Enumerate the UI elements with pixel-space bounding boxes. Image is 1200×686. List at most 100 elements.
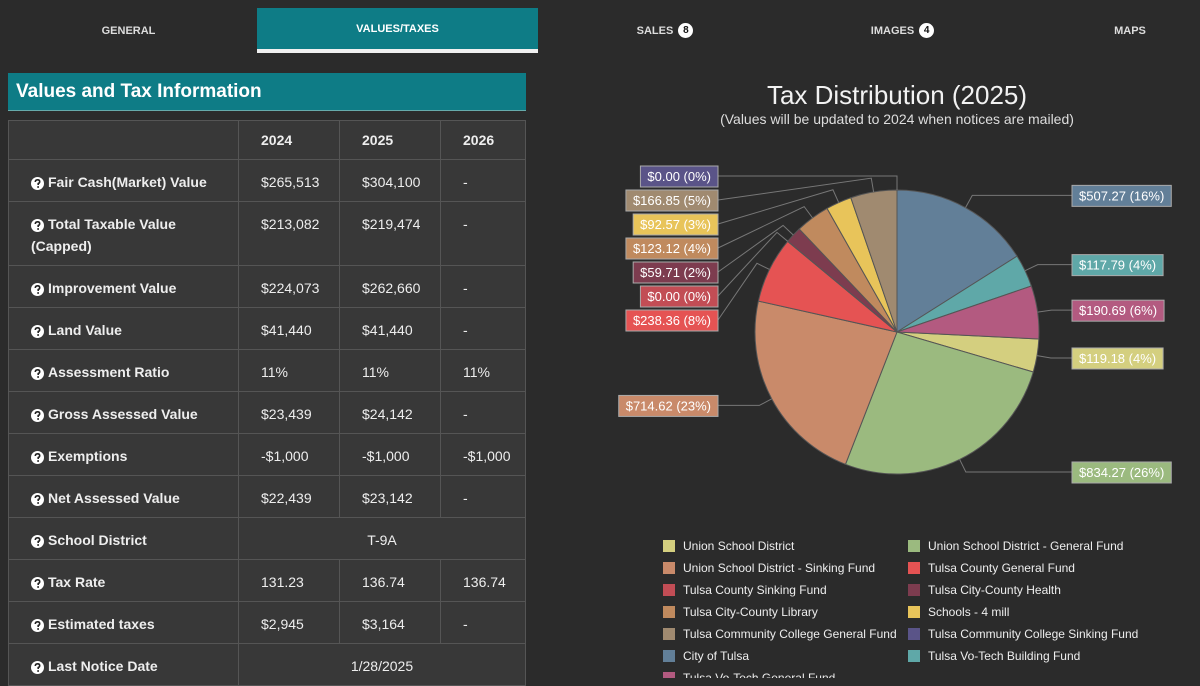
data-label-text: $238.36 (8%) [633,313,711,328]
row-label: Net Assessed Value [48,490,180,506]
row-label: Total Taxable Value (Capped) [31,216,176,254]
table-cell: $22,439 [238,475,340,518]
tab-label: GENERAL [101,24,156,37]
data-label-box [1071,299,1165,322]
data-label: $92.57 (3%) [632,213,719,236]
legend-label: Tulsa City-County Health [928,583,1061,597]
table-cell: 11% [339,349,441,392]
table-row: Last Notice Date 1/28/2025 [8,643,526,686]
row-label: Fair Cash(Market) Value [48,174,207,190]
table-cell: 11% [238,349,340,392]
tab[interactable]: GENERAL [0,8,257,53]
legend-label: Union School District - Sinking Fund [683,561,875,575]
data-label-text: $123.12 (4%) [633,241,711,256]
panel-title: Values and Tax Information [8,73,526,111]
table-cell: $41,440 [339,307,441,350]
legend-swatch [663,584,675,596]
tab[interactable]: IMAGES 4 [780,8,1025,53]
row-label-cell: Total Taxable Value (Capped) [8,201,239,266]
help-icon[interactable] [31,493,44,506]
table-cell: $304,100 [339,159,441,202]
help-icon[interactable] [31,535,44,548]
table-cell: $23,439 [238,391,340,434]
data-label-box [632,261,719,284]
data-label: $714.62 (23%) [618,394,719,417]
legend-swatch [663,540,675,552]
table-cell: $213,082 [238,201,340,266]
table-cell: - [440,201,526,266]
legend-label: Tulsa Community College General Fund [683,627,897,641]
values-panel: Values and Tax Information 2024 2025 2026 F… [8,73,526,686]
tab[interactable]: SALES 8 [540,8,790,53]
legend-label: Tulsa Vo-Tech Building Fund [928,649,1080,663]
help-icon[interactable] [31,619,44,632]
table-cell: - [440,391,526,434]
label-connector [717,205,813,249]
row-label-cell: Improvement Value [8,265,239,308]
label-connector [1024,264,1072,272]
legend-label: Union School District [683,539,795,553]
table-row: Tax Rate 131.23 136.74 136.74 [8,559,526,602]
label-connector [1036,355,1072,359]
row-label-cell: Fair Cash(Market) Value [8,159,239,202]
row-label: Tax Rate [48,574,106,590]
help-icon[interactable] [31,661,44,674]
tab-bar: GENERAL VALUES/TAXES SALES 8 IMAGES 4 MAPS [0,0,1200,56]
table-row: Estimated taxes $2,945 $3,164- [8,601,526,644]
table-cell: -$1,000 [339,433,441,476]
table-cell: 1/28/2025 [238,643,526,686]
help-icon[interactable] [31,409,44,422]
tab-label: IMAGES [870,24,915,37]
row-label-cell: Tax Rate [8,559,239,602]
row-label: Last Notice Date [48,658,158,674]
data-label-box [1071,184,1172,207]
row-label-cell: Estimated taxes [8,601,239,644]
label-connector [1037,309,1072,313]
header-cell [8,120,239,160]
table-cell: $2,945 [238,601,340,644]
tab-label: SALES [636,24,674,37]
help-icon[interactable] [31,325,44,338]
pie-slice [896,189,1018,333]
data-label-text: $0.00 (0%) [647,289,711,304]
data-label-text: $834.27 (26%) [1079,465,1164,480]
help-icon[interactable] [31,577,44,590]
data-label-text: $119.18 (4%) [1079,351,1156,366]
data-label: $123.12 (4%) [625,237,719,260]
table-row: Land Value $41,440 $41,440- [8,307,526,350]
help-icon[interactable] [31,367,44,380]
table-cell: 11% [440,349,526,392]
data-label-box [639,165,719,188]
table-row: Improvement Value $224,073 $262,660- [8,265,526,308]
tab-label: VALUES/TAXES [356,22,439,35]
data-label-text: $166.85 (5%) [633,193,711,208]
table-row: Assessment Ratio 11% 11% 11% [8,349,526,392]
table-cell: $41,440 [238,307,340,350]
table-cell: $219,474 [339,201,441,266]
legend-label: Schools - 4 mill [928,605,1009,619]
table-row: Total Taxable Value (Capped) $213,082 $219… [8,201,526,266]
label-connector [717,231,789,297]
legend-swatch [663,562,675,574]
legend-label: Tulsa County General Fund [928,561,1075,575]
label-connector [718,398,772,406]
data-label-box [625,309,719,332]
tab[interactable]: VALUES/TAXES [257,8,538,53]
row-label: Gross Assessed Value [48,406,198,422]
help-icon[interactable] [31,451,44,464]
help-icon[interactable] [31,219,44,232]
table-cell: -$1,000 [238,433,340,476]
label-connector [959,459,1072,473]
help-icon[interactable] [31,177,44,190]
tab[interactable]: MAPS [1060,8,1200,53]
help-icon[interactable] [31,283,44,296]
data-label: $0.00 (0%) [639,285,719,308]
label-connector [965,194,1072,208]
row-label-cell: Assessment Ratio [8,349,239,392]
table-row: Gross Assessed Value $23,439 $24,142- [8,391,526,434]
label-connector [717,262,770,321]
label-connector [717,189,840,225]
row-label-cell: School District [8,517,239,560]
header-cell: 2024 [238,120,340,160]
